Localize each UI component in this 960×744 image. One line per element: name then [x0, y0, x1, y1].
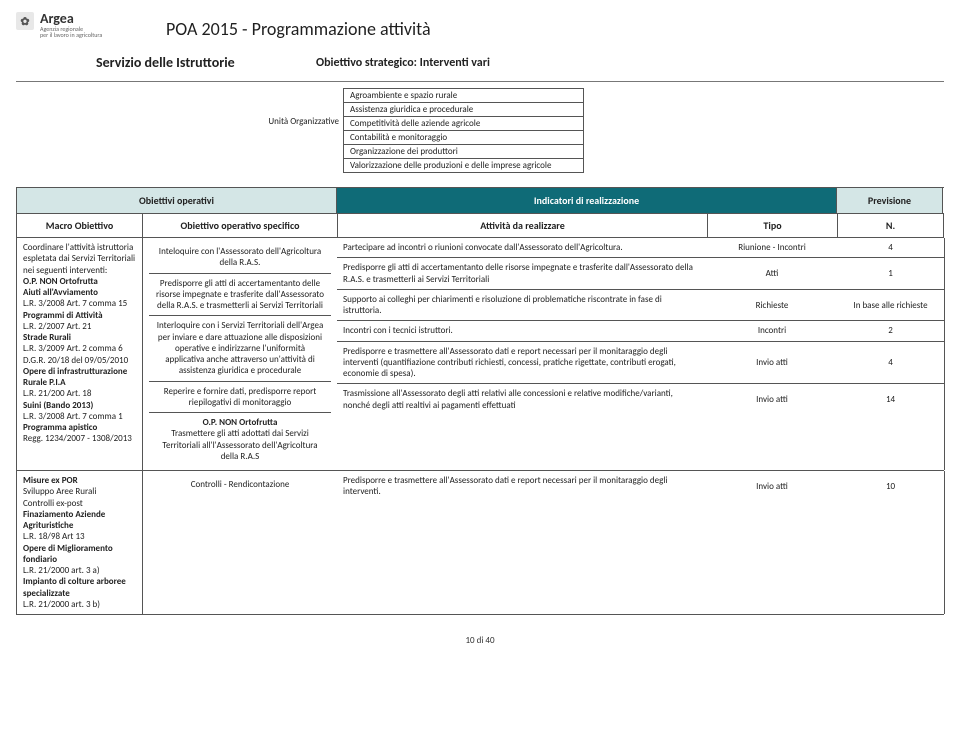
service-title: Servizio delle Istruttorie: [16, 54, 316, 71]
spec-item: Reperire e fornire dati, predisporre rep…: [149, 381, 331, 413]
activity-count: 10: [837, 471, 944, 502]
activity-text: Trasmissione all'Assessorato degli atti …: [337, 384, 707, 415]
activity-text: Predisporre gli atti di accertamentanto …: [337, 258, 707, 289]
activity-row: Predisporre e trasmettere all'Assessorat…: [337, 341, 944, 384]
strategic-objective: Obiettivo strategico: Interventi vari: [316, 56, 676, 70]
specific-objective-cell: Inteloquire con l'Assessorato dell'Agric…: [142, 238, 337, 470]
table-row: Coordinare l'attività istruttoria esplet…: [16, 238, 944, 471]
col-spec: Obiettivo operativo specifico: [142, 214, 337, 237]
col-activity: Attività da realizzare: [337, 214, 707, 237]
band-forecast: Previsione: [836, 188, 943, 213]
subheader: Servizio delle Istruttorie Obiettivo str…: [16, 54, 944, 82]
col-macro: Macro Obiettivo: [16, 214, 142, 237]
activity-row: Incontri con i tecnici istruttori.Incont…: [337, 320, 944, 340]
units-cell: Agroambiente e spazio rurale: [344, 89, 584, 103]
activity-count: 4: [837, 238, 944, 257]
units-cell: Valorizzazione delle produzioni e delle …: [344, 159, 584, 173]
activity-stack: Predisporre e trasmettere all'Assessorat…: [337, 471, 945, 614]
activity-type: Invio atti: [707, 342, 837, 384]
units-cell: Competitività delle aziende agricole: [344, 117, 584, 131]
activity-type: Riunione - Incontri: [707, 238, 837, 257]
column-headers: Macro Obiettivo Obiettivo operativo spec…: [16, 214, 944, 238]
units-table: Agroambiente e spazio ruraleAssistenza g…: [343, 88, 584, 173]
activity-text: Incontri con i tecnici istruttori.: [337, 321, 707, 340]
spec-item: Predisporre gli atti di accertamentanto …: [149, 273, 331, 316]
band-row: Obiettivi operativi Indicatori di realiz…: [16, 187, 944, 214]
activity-row: Partecipare ad incontri o riunioni convo…: [337, 238, 944, 257]
activity-row: Supporto ai colleghi per chiarimenti e r…: [337, 289, 944, 321]
activity-type: Richieste: [707, 290, 837, 321]
activity-text: Predisporre e trasmettere all'Assessorat…: [337, 342, 707, 384]
activity-count: 2: [837, 321, 944, 340]
activity-row: Predisporre e trasmettere all'Assessorat…: [337, 471, 944, 502]
band-objectives: Obiettivi operativi: [16, 188, 336, 213]
spec-item: Inteloquire con l'Assessorato dell'Agric…: [149, 242, 331, 273]
logo-sub2: per il lavoro in agricoltura: [40, 32, 102, 38]
activity-count: In base alle richieste: [837, 290, 944, 321]
page-footer: 10 di 40: [16, 635, 944, 646]
content-rows: Coordinare l'attività istruttoria esplet…: [16, 238, 944, 615]
activity-count: 4: [837, 342, 944, 384]
table-row: Misure ex PORSviluppo Aree RuraliControl…: [16, 471, 944, 615]
spec-item: Controlli - Rendicontazione: [149, 475, 331, 494]
logo-icon: ✿: [16, 12, 34, 30]
activity-type: Incontri: [707, 321, 837, 340]
activity-count: 1: [837, 258, 944, 289]
activity-type: Atti: [707, 258, 837, 289]
activity-row: Trasmissione all'Assessorato degli atti …: [337, 383, 944, 415]
spec-item: O.P. NON OrtofruttaTrasmettere gli atti …: [149, 412, 331, 466]
activity-type: Invio atti: [707, 471, 837, 502]
macro-objective-cell: Misure ex PORSviluppo Aree RuraliControl…: [16, 471, 142, 614]
col-n: N.: [837, 214, 944, 237]
units-block: Unità Organizzative Agroambiente e spazi…: [16, 88, 944, 173]
spec-item: Interloquire con i Servizi Territoriali …: [149, 315, 331, 380]
activity-row: Predisporre gli atti di accertamentanto …: [337, 257, 944, 289]
band-indicators: Indicatori di realizzazione: [336, 188, 836, 213]
page-title: POA 2015 - Programmazione attività: [166, 18, 944, 40]
activity-text: Partecipare ad incontri o riunioni convo…: [337, 238, 707, 257]
activity-count: 14: [837, 384, 944, 415]
units-cell: Contabilità e monitoraggio: [344, 131, 584, 145]
units-cell: Organizzazione dei produttori: [344, 145, 584, 159]
logo-name: Argea: [40, 12, 102, 26]
activity-type: Invio atti: [707, 384, 837, 415]
macro-objective-cell: Coordinare l'attività istruttoria esplet…: [16, 238, 142, 470]
units-cell: Assistenza giuridica e procedurale: [344, 103, 584, 117]
specific-objective-cell: Controlli - Rendicontazione: [142, 471, 337, 614]
activity-stack: Partecipare ad incontri o riunioni convo…: [337, 238, 945, 470]
col-type: Tipo: [707, 214, 837, 237]
activity-text: Predisporre e trasmettere all'Assessorat…: [337, 471, 707, 502]
activity-text: Supporto ai colleghi per chiarimenti e r…: [337, 290, 707, 321]
units-label: Unità Organizzative: [16, 88, 343, 173]
